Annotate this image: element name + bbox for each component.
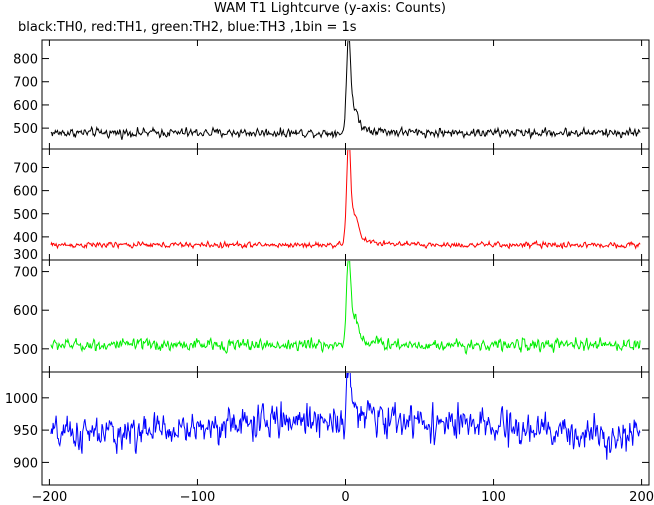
y-tick-label: 600: [13, 185, 38, 200]
chart-title: WAM T1 Lightcurve (y-axis: Counts): [214, 1, 446, 16]
panel-th0: 500 600 700 800: [13, 39, 650, 150]
data-point: [493, 436, 494, 437]
y-tick-label: 600: [13, 99, 38, 114]
data-point: [345, 81, 346, 82]
data-point: [49, 417, 50, 418]
data-point: [493, 245, 494, 246]
data-point: [641, 246, 642, 247]
panel-th3: 900 950 1000: [5, 371, 650, 486]
y-tick-label: 500: [13, 208, 38, 223]
data-point: [641, 442, 642, 443]
y-tick-label: 1000: [5, 392, 38, 407]
y-tick-label: 700: [13, 162, 38, 177]
chart-subtitle: black:TH0, red:TH1, green:TH2, blue:TH3 …: [18, 20, 357, 35]
data-point: [197, 131, 198, 132]
y-tick-label: 500: [13, 122, 38, 137]
data-point: [493, 133, 494, 134]
series-line-th0: [50, 41, 641, 140]
data-point: [345, 190, 346, 191]
data-point: [360, 118, 361, 119]
data-point: [352, 298, 353, 299]
x-tick-label: 0: [341, 490, 349, 505]
data-point: [641, 348, 642, 349]
panel-th2: 500 600 700: [13, 259, 650, 373]
data-point: [360, 423, 361, 424]
y-tick-label: 500: [13, 343, 38, 358]
y-tick-label: 700: [13, 76, 38, 91]
panels: 5006007008003004005006007005006007009009…: [5, 39, 650, 486]
x-tick-label: 100: [481, 490, 506, 505]
data-point: [352, 100, 353, 101]
x-tick-label: −100: [180, 490, 216, 505]
series-line-th1: [50, 150, 641, 250]
x-axis: −200 −100 0 100 200: [32, 490, 654, 505]
data-point: [197, 244, 198, 245]
y-tick-label: 600: [13, 304, 38, 319]
data-point: [345, 302, 346, 303]
data-point: [49, 344, 50, 345]
y-tick-label: 400: [13, 231, 38, 246]
data-point: [375, 128, 376, 129]
data-point: [197, 346, 198, 347]
data-point: [348, 259, 349, 260]
data-point: [352, 204, 353, 205]
data-point: [330, 130, 331, 131]
y-tick-label: 950: [13, 424, 38, 439]
data-point: [375, 344, 376, 345]
data-point: [197, 423, 198, 424]
data-point: [348, 148, 349, 149]
y-tick-label: 800: [13, 53, 38, 68]
data-point: [345, 407, 346, 408]
y-tick-label: 700: [13, 266, 38, 281]
data-point: [641, 134, 642, 135]
data-point: [352, 404, 353, 405]
series-line-th2: [50, 261, 641, 355]
data-point: [348, 384, 349, 385]
data-point: [348, 39, 349, 40]
data-point: [493, 346, 494, 347]
data-point: [330, 242, 331, 243]
data-point: [360, 325, 361, 326]
x-tick-label: 200: [629, 490, 654, 505]
panel-frame: [41, 371, 650, 486]
data-point: [375, 241, 376, 242]
data-point: [330, 350, 331, 351]
y-tick-label: 900: [13, 456, 38, 471]
panel-th1: 300 400 500 600 700: [13, 148, 650, 263]
data-point: [49, 132, 50, 133]
y-tick-label: 300: [13, 248, 38, 263]
data-point: [360, 232, 361, 233]
data-point: [49, 243, 50, 244]
data-point: [330, 430, 331, 431]
series-line-th3: [50, 373, 641, 460]
x-tick-label: −200: [32, 490, 68, 505]
